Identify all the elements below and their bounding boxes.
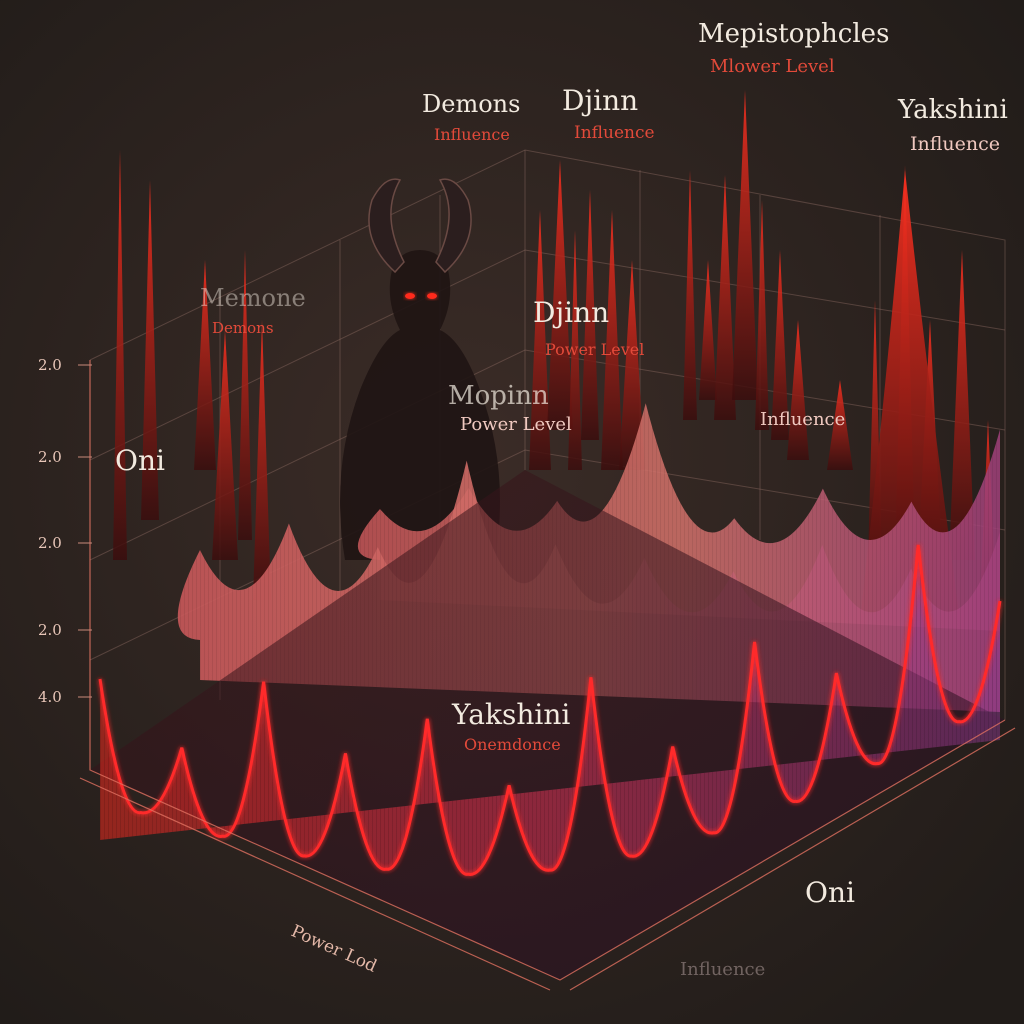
- background-spike: [732, 90, 758, 400]
- demon-figure: [340, 178, 500, 560]
- background-spike: [787, 320, 809, 460]
- series-sublabel: Mlower Level: [710, 56, 835, 77]
- y-tick-label: 4.0: [38, 688, 62, 706]
- front-surface: [98, 544, 1002, 876]
- front-surface-hatch: [100, 544, 1000, 875]
- series-label: Oni: [115, 444, 165, 477]
- y-tick-label: 2.0: [38, 534, 62, 552]
- axes: [79, 360, 1016, 991]
- series-label: Demons: [422, 90, 520, 118]
- background-spike: [771, 250, 789, 440]
- series-label: Yakshini: [451, 698, 570, 731]
- front-ridge-line: [98, 544, 1002, 876]
- grid-walls: [89, 149, 1006, 770]
- background-spike: [827, 380, 853, 470]
- background-spike: [253, 320, 271, 600]
- series-label: Djinn: [562, 84, 638, 117]
- y-tick-label: 2.0: [38, 448, 62, 466]
- background-spike: [581, 190, 599, 440]
- background-spike: [194, 260, 216, 470]
- background-spikes: [113, 90, 995, 620]
- series-label: Memone: [200, 284, 306, 312]
- series-sublabel: Influence: [574, 123, 655, 143]
- chart-labels: Mepistophcles Mlower Level Demons Influence…: [115, 19, 1008, 909]
- series-sublabel: Influence: [434, 125, 510, 144]
- series-label: Yakshini: [897, 95, 1008, 125]
- series-label: Mopinn: [448, 381, 549, 411]
- series-sublabel: Influence: [760, 409, 845, 430]
- background-spike: [714, 175, 736, 420]
- background-spike: [547, 160, 573, 430]
- series-sublabel: Power Level: [460, 414, 572, 435]
- background-spike: [949, 250, 975, 560]
- background-spike: [699, 260, 717, 400]
- y-tick-label: 2.0: [38, 621, 62, 639]
- series-label: Oni: [805, 876, 855, 909]
- background-spike: [113, 150, 127, 560]
- background-spike: [141, 180, 159, 520]
- series-sublabel: Onemdonce: [464, 735, 561, 754]
- floor-plane: [90, 470, 1005, 980]
- y-tick-label: 2.0: [38, 356, 62, 374]
- series-sublabel: Influence: [910, 133, 1000, 155]
- y-axis-ticks: 2.0 2.0 2.0 2.0 4.0: [38, 356, 92, 706]
- series-sublabel: Power Level: [545, 340, 644, 359]
- background-spike: [619, 260, 645, 470]
- background-spike: [568, 230, 582, 470]
- background-spike: [212, 330, 238, 560]
- series-sublabel: Demons: [212, 319, 274, 337]
- series-label: Mepistophcles: [698, 19, 889, 49]
- series-label: Djinn: [533, 296, 609, 329]
- tall-spike: [860, 170, 960, 620]
- background-spike: [238, 250, 252, 540]
- background-spike: [755, 200, 769, 430]
- background-spike: [601, 210, 623, 470]
- background-spike: [683, 170, 697, 420]
- background-spike: [529, 210, 551, 470]
- depth-axis-title: Influence: [680, 959, 765, 980]
